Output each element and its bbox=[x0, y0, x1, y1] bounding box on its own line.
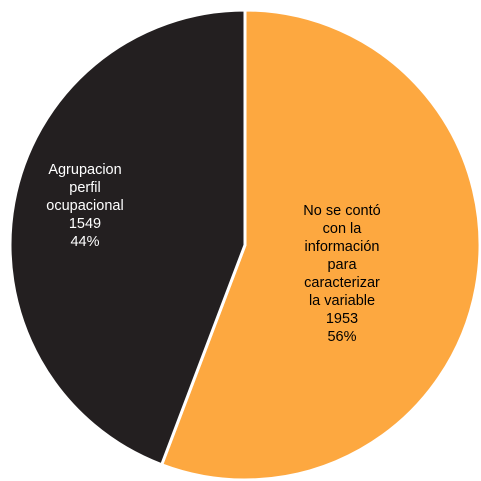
slice-label-text: Agrupacion bbox=[48, 162, 121, 178]
slice-percent-label: 44% bbox=[70, 234, 99, 250]
slice-value-label: 1549 bbox=[69, 216, 101, 232]
slice-label-0: No se contó con la información para caracter… bbox=[303, 203, 380, 345]
slice-label-1: Agrupacion perfil ocupacional 1549 44% bbox=[46, 162, 123, 250]
slice-label-text: con la bbox=[323, 221, 363, 237]
slice-label-text: la variable bbox=[309, 293, 375, 309]
pie-labels: No se contó con la información para caracter… bbox=[46, 162, 380, 345]
slice-label-text: información bbox=[305, 239, 380, 255]
pie-slices bbox=[8, 8, 481, 481]
slice-label-text: ocupacional bbox=[46, 198, 123, 214]
pie-slice-0 bbox=[160, 8, 481, 481]
slice-percent-label: 56% bbox=[327, 329, 356, 345]
pie-slice-1 bbox=[8, 8, 247, 467]
slice-value-label: 1953 bbox=[326, 311, 358, 327]
slice-label-text: perfil bbox=[69, 180, 100, 196]
slice-label-text: No se contó bbox=[303, 203, 380, 219]
slice-label-text: para bbox=[327, 257, 357, 273]
slice-label-text: caracterizar bbox=[304, 275, 380, 291]
